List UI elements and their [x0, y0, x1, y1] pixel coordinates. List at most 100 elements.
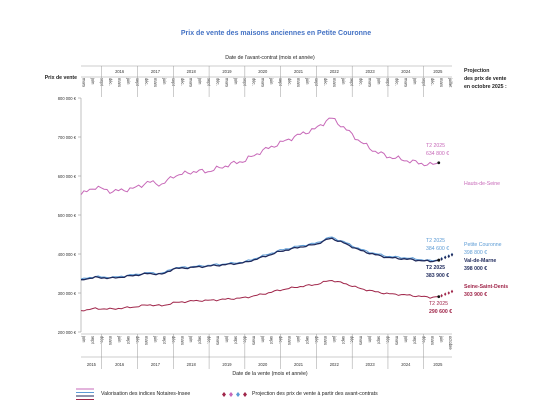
- top-year-label: 2018: [187, 69, 197, 74]
- y-axis-label: Prix de vente: [45, 75, 77, 81]
- bottom-month-label: juin: [439, 335, 444, 343]
- series-line-0: [80, 117, 439, 195]
- series-label: 303 900 €: [464, 292, 487, 298]
- series-label: 398 000 €: [464, 266, 487, 272]
- top-month-label: mars: [81, 78, 86, 87]
- series-lines-group: [80, 117, 454, 312]
- top-month-label: déc.: [323, 78, 328, 86]
- bottom-year-label: 2020: [258, 362, 268, 367]
- bottom-year-label: 2016: [115, 362, 125, 367]
- top-month-label: mars: [296, 78, 301, 87]
- bottom-month-label: mars: [216, 336, 221, 345]
- top-month-label: mars: [439, 78, 444, 87]
- projection-dot-2: [444, 255, 447, 260]
- bottom-month-label: juin: [153, 335, 158, 343]
- top-year-label: 2016: [115, 69, 125, 74]
- legend-dot-1: [222, 392, 226, 397]
- projection-dot-2: [450, 252, 454, 257]
- top-month-label: mars: [260, 78, 265, 87]
- top-month-label: juin: [90, 77, 95, 85]
- projection-dot-3: [447, 291, 450, 295]
- top-month-label: mars: [117, 78, 122, 87]
- projection-dot-3: [440, 293, 443, 298]
- series-line-3: [80, 279, 439, 312]
- series-labels-group: T2 2025 634 800 € Hauts-de-Seine T2 2025 384…: [426, 143, 508, 315]
- bottom-month-label: octobre: [448, 336, 453, 350]
- series-endpoint-0: [437, 161, 441, 165]
- y-tick-label: 800 000 €: [58, 96, 77, 101]
- bottom-year-label: 2025: [433, 362, 443, 367]
- bottom-month-label: mars: [108, 336, 113, 345]
- top-month-label: juin: [412, 77, 417, 85]
- series-label: Seine-Saint-Denis: [464, 284, 508, 290]
- bottom-month-label: sept: [377, 336, 382, 345]
- series-label: T2 2025: [426, 265, 445, 271]
- bottom-month-label: mars: [144, 336, 149, 345]
- bottom-month-label: sept: [341, 336, 346, 345]
- top-month-label: déc.: [180, 78, 185, 86]
- top-month-label: déc.: [430, 78, 435, 86]
- legend-dot-3: [236, 392, 240, 397]
- legend-dot-2: [229, 392, 233, 397]
- top-month-label: mars: [403, 78, 408, 87]
- top-month-label: juin: [377, 77, 382, 85]
- y-tick-label: 600 000 €: [58, 174, 77, 179]
- chart-title: Prix de vente des maisons anciennes en P…: [181, 30, 371, 37]
- top-month-label: mars: [189, 78, 194, 87]
- bottom-year-label: 2023: [366, 362, 376, 367]
- bottom-year-label: 2015: [87, 362, 97, 367]
- projection-header-line-3: en octobre 2025 :: [464, 84, 507, 90]
- series-label: Petite Couronne: [464, 242, 502, 248]
- top-year-label: 2025: [433, 69, 443, 74]
- top-month-label: déc.: [394, 78, 399, 86]
- bottom-month-label: juin: [368, 335, 373, 343]
- axes-group: 200 000 € 300 000 € 400 000 € 500 000 € 600 …: [58, 65, 453, 369]
- legend-dots-label: Projection des prix de vente à partir de…: [252, 391, 378, 397]
- top-axis-label: Date de l'avant-contrat (mois et année): [225, 55, 315, 61]
- top-month-label: juin: [269, 77, 274, 85]
- bottom-month-label: mars: [359, 336, 364, 345]
- bottom-year-label: 2018: [187, 362, 197, 367]
- projection-dot-3: [444, 292, 447, 296]
- bottom-month-label: sept: [305, 336, 310, 345]
- series-label: Hauts-de-Seine: [464, 181, 500, 187]
- bottom-month-label: sept: [233, 336, 238, 345]
- bottom-month-label: sept: [412, 336, 417, 345]
- projection-dot-2: [440, 257, 443, 261]
- top-month-label: juin: [126, 77, 131, 85]
- bottom-month-label: juin: [403, 335, 408, 343]
- series-label: T2 2025: [426, 143, 445, 149]
- top-month-label: déc.: [108, 78, 113, 86]
- bottom-month-label: mars: [287, 336, 292, 345]
- top-year-label: 2020: [258, 69, 268, 74]
- top-month-label: juin: [198, 77, 203, 85]
- x-axis-label: Date de la vente (mois et année): [232, 371, 308, 377]
- series-label: 383 900 €: [426, 273, 449, 279]
- bottom-month-label: sept: [126, 336, 131, 345]
- bottom-month-label: juin: [296, 335, 301, 343]
- bottom-month-label: sept: [90, 336, 95, 345]
- top-year-label: 2017: [151, 69, 161, 74]
- top-month-label: juin: [305, 77, 310, 85]
- bottom-year-label: 2021: [294, 362, 304, 367]
- bottom-month-label: mars: [430, 336, 435, 345]
- top-month-label: déc.: [287, 78, 292, 86]
- y-tick-label: 400 000 €: [58, 252, 77, 257]
- top-month-label: juin: [233, 77, 238, 85]
- y-tick-label: 200 000 €: [58, 330, 77, 335]
- bottom-month-label: sept: [162, 336, 167, 345]
- bottom-year-label: 2017: [151, 362, 161, 367]
- series-line-2: [81, 237, 439, 281]
- top-month-label: déc.: [251, 78, 256, 86]
- series-label: 384 600 €: [426, 246, 449, 252]
- bottom-year-label: 2019: [222, 362, 232, 367]
- series-label: T2 2025: [429, 301, 448, 307]
- top-month-label: juillet: [448, 77, 453, 88]
- bottom-month-label: juin: [81, 335, 86, 343]
- top-month-label: mars: [153, 78, 158, 87]
- bottom-month-label: sept: [198, 336, 203, 345]
- bottom-month-label: juin: [117, 335, 122, 343]
- series-endpoint-2: [437, 258, 441, 262]
- bottom-month-label: juin: [189, 335, 194, 343]
